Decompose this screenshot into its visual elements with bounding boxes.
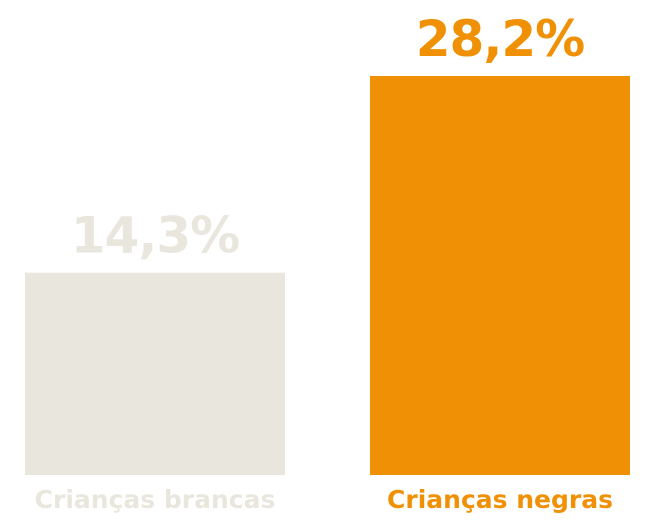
bar-criancas-negras [370,76,630,475]
category-label-criancas-brancas: Crianças brancas [35,485,276,514]
value-label-criancas-brancas: 14,3% [71,207,239,265]
bar-criancas-brancas [25,272,285,475]
value-label-criancas-negras: 28,2% [416,10,584,68]
category-label-criancas-negras: Crianças negras [387,485,613,514]
bar-group-criancas-negras: 28,2% Crianças negras [370,10,630,514]
bar-group-criancas-brancas: 14,3% Crianças brancas [25,207,285,514]
